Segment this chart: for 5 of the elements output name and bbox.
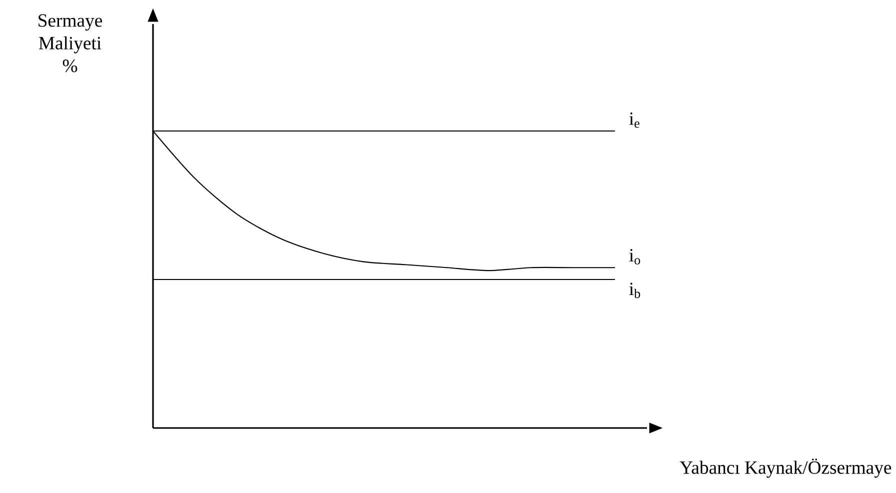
series-label: i$_{b}$ <box>629 282 640 298</box>
series-label: i$_{e}$ <box>629 112 640 128</box>
series-label: i$_{o}$ <box>629 249 640 264</box>
x-axis-title: Yabancı Kaynak/Özsermaye <box>680 458 892 478</box>
y-axis-title: Sermaye Maliyeti % <box>38 14 102 72</box>
